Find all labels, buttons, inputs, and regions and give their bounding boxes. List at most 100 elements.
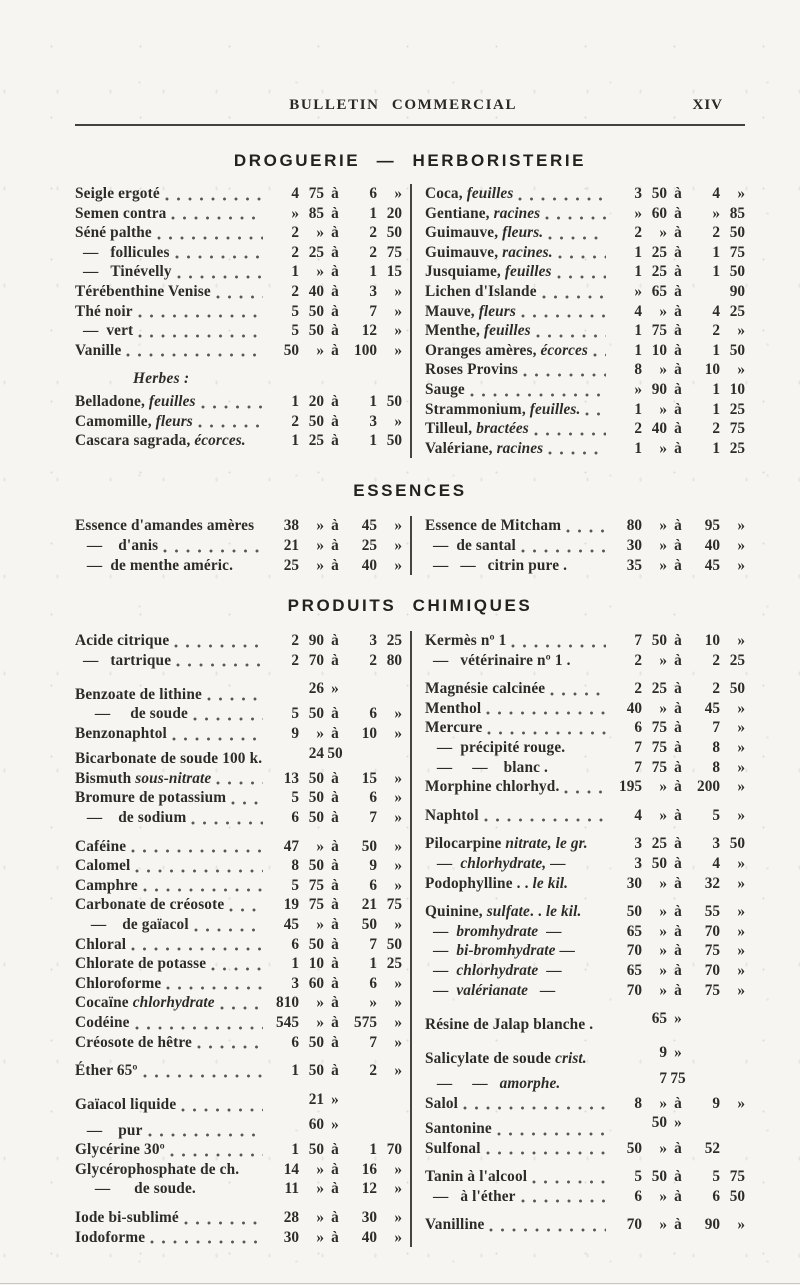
item-name-part: Vanille — [75, 341, 122, 359]
price-francs-low: 7 — [634, 632, 642, 650]
price-group: 30 » à 32 » — [609, 874, 745, 894]
entry-row: — de soude. 11 » à 12 » — [75, 1179, 402, 1199]
entry-row: Résine de Jalap blanche . 65 » — [425, 1009, 745, 1034]
dot-leader — [557, 246, 606, 261]
price-to-label: à — [674, 263, 682, 281]
dot-leader — [197, 415, 263, 430]
item-name-italic: chlorhydrate — [132, 994, 215, 1012]
price-francs-low: 30 — [626, 536, 642, 554]
item-name-part: Quinine, — [425, 903, 487, 921]
price-to-label: à — [674, 282, 682, 300]
item-name: Créosote de hêtre — [75, 1033, 192, 1053]
price-cents-low: 25 — [651, 263, 667, 281]
price-to-label: à — [331, 282, 339, 300]
price-cents-low: 25 — [308, 243, 324, 261]
dot-leader — [518, 187, 606, 202]
price-francs-low: 6 — [634, 1187, 642, 1205]
price-cents-low: 65 — [651, 282, 667, 300]
entry-row: Chlorate de potasse 1 10 à 1 25 — [75, 954, 402, 974]
price-group: 5 50 à 5 75 — [609, 1167, 745, 1187]
item-name: Strammonium, feuilles. — [425, 400, 580, 420]
price-group: 2 25 à 2 75 — [266, 243, 402, 263]
price-francs-high: 6 — [369, 974, 377, 992]
price-cents-low: » — [659, 1094, 667, 1112]
price-francs-high — [689, 1043, 720, 1063]
price-group: 2 40 à 3 » — [266, 282, 402, 302]
price-cents-low: 50 — [308, 1141, 324, 1159]
item-name-part: Benzonaphtol — [75, 725, 167, 743]
entry-row: Calomel 8 50 à 9 » — [75, 856, 402, 876]
price-cents-high — [720, 1043, 745, 1063]
item-name: — — citrin pure . — [425, 556, 567, 576]
price-cents-high: 25 — [729, 651, 745, 669]
item-name: — chlorhydrate, — — [425, 854, 566, 874]
dot-leader — [174, 246, 263, 261]
price-cents-low: » — [316, 725, 324, 743]
price-cents-low: » — [659, 981, 667, 999]
item-name: Carbonate de créosote — [75, 895, 224, 915]
price-cents-low: » — [316, 536, 324, 554]
item-name-italic: amorphe. — [499, 1075, 561, 1093]
price-to-label: à — [331, 651, 339, 669]
item-name: — de gaïacol — [75, 915, 189, 935]
item-name-italic: feuilles — [148, 392, 196, 410]
price-cents-high: 75 — [729, 1168, 745, 1186]
price-cents-low: » — [659, 224, 667, 242]
price-francs-low: 50 — [626, 1139, 642, 1157]
price-group: 5 50 à 6 » — [266, 788, 402, 808]
item-name: Mercure — [425, 718, 482, 738]
journal-title: BULLETIN COMMERCIAL — [289, 97, 518, 113]
item-name: Caféine — [75, 837, 126, 857]
item-name-part: Pilocarpine — [425, 835, 506, 853]
price-cents-low: 10 — [651, 341, 667, 359]
price-to-label: à — [331, 837, 339, 855]
price-francs-low — [266, 679, 299, 699]
price-cents-low: 50 — [651, 855, 667, 873]
item-name-italic: fleurs. — [502, 224, 544, 242]
dot-leader — [229, 899, 263, 913]
price-cents-high: 25 — [386, 632, 402, 650]
item-name: Roses Provins — [425, 360, 518, 380]
price-francs-high: 7 — [369, 1033, 377, 1051]
price-group: 2 25 à 2 50 — [609, 679, 745, 699]
price-group: 1 » à 1 25 — [609, 400, 745, 420]
price-cents-low: » — [316, 224, 324, 242]
price-francs-high: 3 — [369, 412, 377, 430]
price-cents-high: 25 — [729, 439, 745, 457]
price-cents-high: 25 — [386, 955, 402, 973]
price-to-label: à — [674, 981, 682, 999]
dot-leader — [489, 1218, 606, 1233]
entry-row: Salol 8 » à 9 » — [425, 1094, 745, 1114]
price-group: » 85 à 1 20 — [266, 204, 402, 224]
price-group: 11 » à 12 » — [266, 1179, 402, 1199]
price-cents-high: » — [737, 903, 745, 921]
price-francs-high: 2 — [369, 243, 377, 261]
column-left: Essence d'amandes amères 38 » à 45 » — d'anis… — [75, 516, 410, 575]
price-to-label: à — [674, 903, 682, 921]
price-cents-low: » — [316, 916, 324, 933]
dot-leader — [535, 324, 606, 339]
item-name-part: — précipité rouge. — [425, 739, 566, 757]
price-francs-low: » — [634, 204, 642, 222]
entry-row: Essence d'amandes amères 38 » à 45 » — [75, 516, 402, 536]
price-cents-low: » — [316, 517, 324, 535]
price-group: 50 » à 55 » — [609, 902, 745, 922]
price-francs-high: 25 — [361, 536, 377, 554]
price-francs-high: 1 — [712, 380, 720, 398]
price-cents-low: 50 — [651, 1114, 667, 1132]
entry-row: Bismuth sous-nitrate 13 50 à 15 » — [75, 769, 402, 789]
price-to-label: à — [674, 855, 682, 873]
price-to-label: à — [331, 974, 339, 992]
item-name: Guimauve, racines. — [425, 243, 553, 263]
item-name-part: Sauge — [425, 380, 465, 398]
price-to-label: à — [674, 302, 682, 320]
item-name: Gaïacol liquide — [75, 1095, 176, 1115]
price-cents-low: 40 — [308, 282, 324, 300]
price-francs-low: 80 — [626, 517, 642, 535]
price-cents-low: 50 — [651, 632, 667, 650]
price-group: 1 » à 1 15 — [266, 262, 402, 282]
price-cents-high: 50 — [386, 935, 402, 953]
entry-row: — vert 5 50 à 12 » — [75, 321, 402, 341]
price-group: 21 » à 25 » — [266, 536, 402, 556]
price-cents-low: 50 — [308, 322, 324, 340]
